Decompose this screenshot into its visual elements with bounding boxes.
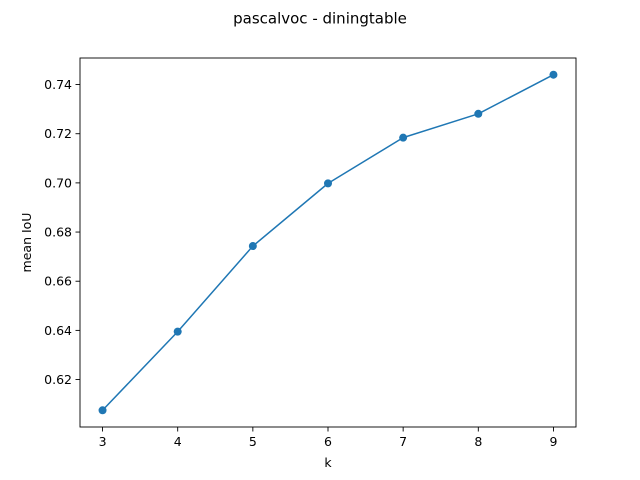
data-point	[399, 133, 408, 142]
data-point	[474, 109, 483, 118]
x-tick-label: 8	[474, 434, 482, 449]
y-axis-label: mean IoU	[19, 213, 34, 273]
plot-area-frame	[79, 57, 577, 428]
data-point	[98, 406, 107, 415]
y-tick-label: 0.70	[44, 175, 72, 190]
y-axis: 0.62 0.64 0.66 0.68 0.70 0.72 0.74	[44, 77, 80, 387]
y-tick-label: 0.72	[44, 126, 72, 141]
x-tick-label: 7	[399, 434, 407, 449]
x-tick-label: 4	[174, 434, 182, 449]
x-tick-label: 6	[324, 434, 332, 449]
x-axis: 3 4 5 6 7 8 9	[99, 427, 557, 449]
data-point	[549, 70, 558, 79]
y-tick-label: 0.66	[44, 274, 72, 289]
x-tick-label: 9	[549, 434, 557, 449]
y-tick-label: 0.62	[44, 372, 72, 387]
data-point	[173, 327, 182, 336]
y-tick-label: 0.68	[44, 225, 72, 240]
x-tick-label: 5	[249, 434, 257, 449]
chart-title: pascalvoc - diningtable	[233, 10, 407, 28]
series-line	[102, 74, 554, 411]
data-point	[324, 179, 332, 188]
x-tick-label: 3	[99, 434, 107, 449]
data-point	[248, 242, 257, 251]
series-layer	[98, 70, 558, 415]
y-tick-label: 0.74	[44, 77, 72, 92]
x-axis-label: k	[324, 455, 332, 470]
y-tick-label: 0.64	[44, 323, 72, 338]
